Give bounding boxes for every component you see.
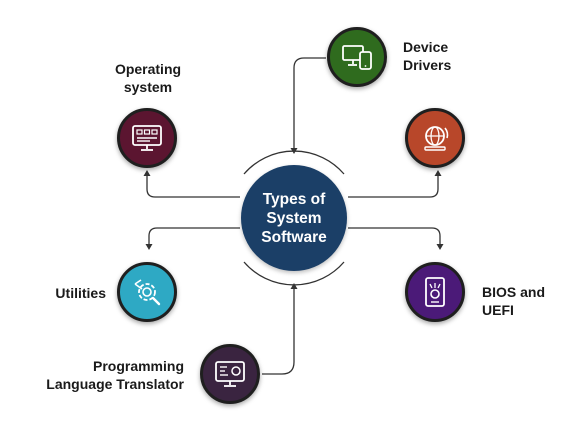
connector-bios: [348, 227, 441, 246]
node-operating-system: [117, 108, 177, 168]
connector-utilities: [148, 227, 240, 246]
node-device-drivers: [327, 27, 387, 87]
devices-icon: [342, 45, 372, 70]
node-firmware: [405, 108, 465, 168]
connector-firmware: [348, 174, 439, 198]
globe-gear-icon: [424, 126, 449, 151]
label-bios-uefi: BIOS and UEFI: [482, 284, 546, 318]
code-monitor-icon: [215, 361, 245, 387]
monitor-dashboard-icon: [132, 125, 162, 151]
label-utilities: Utilities: [55, 285, 106, 301]
gear-wrench-icon: [134, 279, 161, 306]
connector-translator: [262, 288, 295, 375]
label-device-drivers: Device Drivers: [403, 39, 452, 73]
connector-operating-system: [146, 174, 240, 198]
chip-phone-icon: [425, 277, 445, 307]
label-programming-language-translator: Programming Language Translator: [46, 358, 184, 392]
node-programming-language-translator: [200, 344, 260, 404]
node-bios-uefi: [405, 262, 465, 322]
node-utilities: [117, 262, 177, 322]
connector-device-drivers: [293, 57, 326, 150]
label-operating-system: Operating system: [114, 61, 182, 95]
center-hub: Types of System Software: [241, 165, 347, 271]
center-title: Types of System Software: [261, 190, 327, 246]
